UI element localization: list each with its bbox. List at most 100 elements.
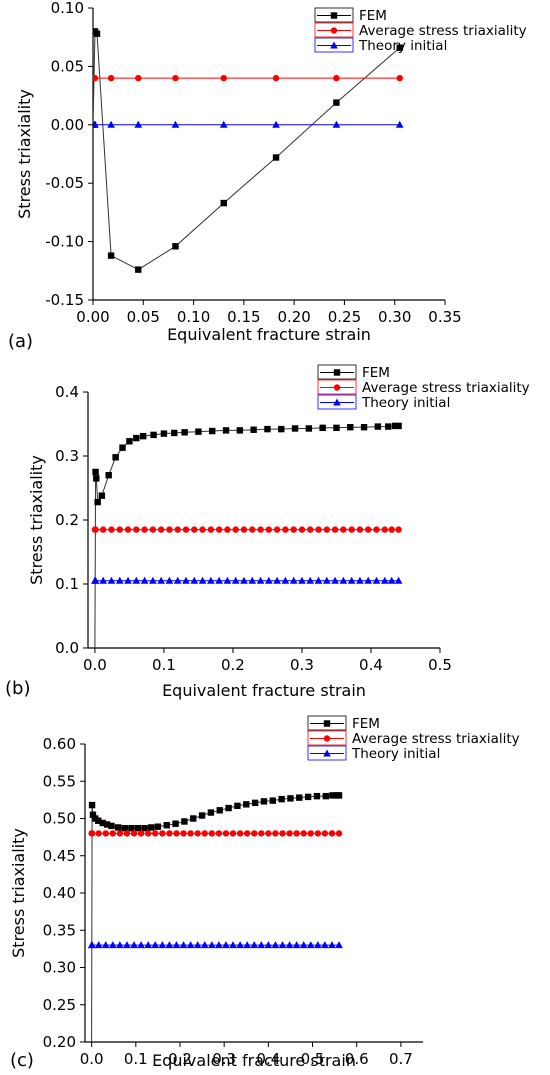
chart-b-data-point bbox=[94, 498, 101, 506]
chart-c-y-tick-label: 0.55 bbox=[43, 772, 76, 790]
chart-c-data-point bbox=[159, 830, 166, 837]
chart-c-panel-label: (c) bbox=[10, 1050, 34, 1071]
chart-c-data-point bbox=[257, 941, 266, 949]
chart-c-data-point bbox=[193, 941, 202, 949]
chart-a-y-tick-label: 0.00 bbox=[51, 116, 84, 134]
chart-b-data-point bbox=[98, 492, 106, 499]
chart-c-legend-marker bbox=[323, 749, 331, 757]
chart-b-legend-label: Theory initial bbox=[361, 395, 450, 411]
chart-c-x-axis-label: Equivalent fracture strain bbox=[152, 1051, 356, 1070]
chart-b-y-tick-label: 0.1 bbox=[55, 575, 79, 593]
chart-b-data-point bbox=[250, 426, 257, 433]
chart-b-data-point bbox=[331, 576, 339, 584]
chart-b-data-point bbox=[149, 576, 157, 584]
chart-b-y-tick-label: 0.0 bbox=[55, 639, 79, 657]
chart-b-data-point bbox=[108, 526, 115, 533]
chart-c-data-point bbox=[123, 830, 131, 837]
chart-c-data-point bbox=[187, 830, 194, 837]
chart-c-x-tick-label: 0.5 bbox=[301, 1050, 325, 1068]
chart-a-data-point bbox=[220, 74, 227, 82]
chart-c-y-tick-label: 0.30 bbox=[43, 959, 76, 977]
chart-b-x-tick-label: 0.5 bbox=[428, 656, 452, 674]
chart-a-legend-label: FEM bbox=[359, 8, 387, 24]
chart-b-data-point bbox=[209, 427, 216, 435]
chart-a-data-point bbox=[93, 74, 99, 82]
chart-a-legend-swatch-box bbox=[314, 37, 354, 53]
chart-b-data-point bbox=[298, 576, 306, 584]
chart-b-data-point bbox=[265, 526, 273, 533]
chart-c-y-tick-label: 0.50 bbox=[43, 810, 76, 828]
chart-b-x-tick-label: 0.3 bbox=[290, 656, 314, 674]
chart-c-data-point bbox=[172, 820, 179, 827]
chart-c-y-tick-label: 0.60 bbox=[43, 735, 76, 753]
chart-c-legend-swatch-box bbox=[307, 745, 347, 761]
chart-a-x-tick-label: 0.00 bbox=[76, 308, 109, 326]
chart-c-data-point bbox=[95, 817, 102, 824]
chart-b-data-point bbox=[333, 424, 340, 432]
chart-b-data-point bbox=[347, 576, 356, 584]
chart-b-data-point bbox=[112, 454, 119, 461]
chart-b-data-point bbox=[380, 576, 389, 584]
chart-a-x-tick-label: 0.25 bbox=[328, 308, 361, 326]
chart-b-data-point bbox=[356, 576, 364, 584]
chart-b-data-point bbox=[388, 526, 395, 533]
chart-b-data-point bbox=[173, 576, 182, 584]
chart-c-data-point bbox=[152, 830, 159, 837]
chart-a-x-tick-label: 0.30 bbox=[378, 308, 411, 326]
chart-a-data-point bbox=[93, 30, 101, 37]
chart-a-y-tick-label: -0.15 bbox=[45, 291, 84, 309]
chart-b-data-point bbox=[92, 468, 99, 476]
chart-a-x-tick-label: 0.05 bbox=[127, 308, 160, 326]
chart-c-data-point bbox=[258, 830, 265, 837]
chart-c-data-point bbox=[251, 830, 258, 837]
chart-c-data-point bbox=[141, 824, 148, 832]
chart-b-data-point bbox=[232, 526, 239, 533]
chart-b-data-point bbox=[93, 475, 100, 482]
chart-c-y-tick-label: 0.40 bbox=[43, 884, 76, 902]
chart-c-x-tick-label: 0.4 bbox=[256, 1050, 280, 1068]
chart-b-legend-label: Average stress triaxiality bbox=[362, 380, 530, 396]
chart-b-data-point bbox=[126, 438, 133, 445]
chart-b-data-point bbox=[347, 424, 354, 431]
chart-a-x-tick-label: 0.35 bbox=[428, 308, 461, 326]
chart-b-data-point bbox=[181, 429, 188, 436]
chart-b-data-point bbox=[372, 576, 381, 584]
chart-b-data-point bbox=[124, 526, 132, 533]
chart-c-data-point bbox=[271, 941, 280, 949]
chart-c-data-point bbox=[264, 941, 273, 949]
chart-b-data-point bbox=[240, 576, 248, 584]
chart-c-data-point bbox=[313, 792, 321, 800]
chart-c-data-point bbox=[114, 824, 122, 831]
chart-b-data-point bbox=[281, 576, 290, 584]
chart-c-data-point bbox=[236, 941, 244, 949]
chart-b-data-point bbox=[207, 576, 215, 584]
chart-c-data-point bbox=[180, 830, 187, 837]
chart-b-data-point bbox=[257, 526, 264, 533]
chart-c-data-point bbox=[116, 941, 124, 949]
chart-a-x-tick-label: 0.15 bbox=[227, 308, 260, 326]
chart-c-data-point bbox=[300, 830, 307, 837]
chart-b-data-point bbox=[124, 576, 132, 584]
chart-c-data-point bbox=[222, 941, 230, 949]
chart-b-data-point bbox=[290, 526, 297, 533]
chart-b-data-point bbox=[160, 430, 168, 437]
chart-b-data-point bbox=[171, 429, 178, 437]
chart-c-x-tick-label: 0.2 bbox=[168, 1050, 192, 1068]
chart-b-x-tick-label: 0.2 bbox=[221, 656, 245, 674]
chart-c-data-point bbox=[109, 941, 117, 949]
chart-b-data-point bbox=[191, 526, 198, 533]
chart-c-x-tick-label: 0.6 bbox=[345, 1050, 369, 1068]
chart-c-y-tick-label: 0.35 bbox=[43, 921, 76, 939]
chart-b-data-point bbox=[340, 526, 347, 533]
chart-c-x-tick-label: 0.0 bbox=[80, 1050, 104, 1068]
chart-b-y-tick-label: 0.2 bbox=[55, 511, 79, 529]
chart-a-data-point bbox=[134, 120, 143, 128]
chart-b-data-point bbox=[323, 576, 331, 584]
chart-b-data-point bbox=[395, 526, 402, 533]
chart-a-data-point bbox=[93, 120, 99, 128]
chart-b-data-point bbox=[215, 526, 223, 533]
chart-c-legend-marker bbox=[323, 720, 331, 727]
chart-b-data-point bbox=[157, 526, 165, 533]
chart-c-data-point bbox=[215, 941, 223, 949]
